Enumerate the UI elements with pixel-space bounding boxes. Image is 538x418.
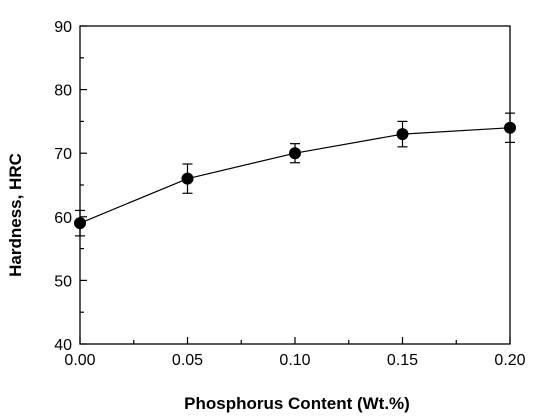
y-tick-label: 60 bbox=[54, 210, 72, 227]
x-tick-label: 0.10 bbox=[279, 352, 310, 369]
series-line bbox=[79, 127, 511, 224]
y-tick-label: 50 bbox=[54, 273, 72, 290]
data-point bbox=[396, 128, 409, 141]
y-axis-title: Hardness, HRC bbox=[6, 153, 25, 277]
x-tick-label: 0.20 bbox=[494, 352, 525, 369]
data-point bbox=[289, 147, 301, 160]
x-tick-label: 0.05 bbox=[172, 352, 203, 369]
y-tick-label: 90 bbox=[54, 19, 72, 36]
y-tick-label: 80 bbox=[54, 83, 72, 100]
x-axis-title: Phosphorus Content (Wt.%) bbox=[184, 394, 410, 413]
y-tick-label: 40 bbox=[54, 337, 72, 354]
x-tick-label: 0.00 bbox=[64, 352, 95, 369]
y-tick-label: 70 bbox=[54, 146, 72, 163]
data-point bbox=[181, 172, 194, 185]
plot-frame bbox=[79, 25, 511, 345]
plot-area bbox=[74, 112, 516, 237]
axes: 0.00 0.05 0.10 0.15 0.20 40 50 60 70 80 90 bbox=[54, 19, 525, 369]
x-tick-label: 0.15 bbox=[387, 352, 418, 369]
